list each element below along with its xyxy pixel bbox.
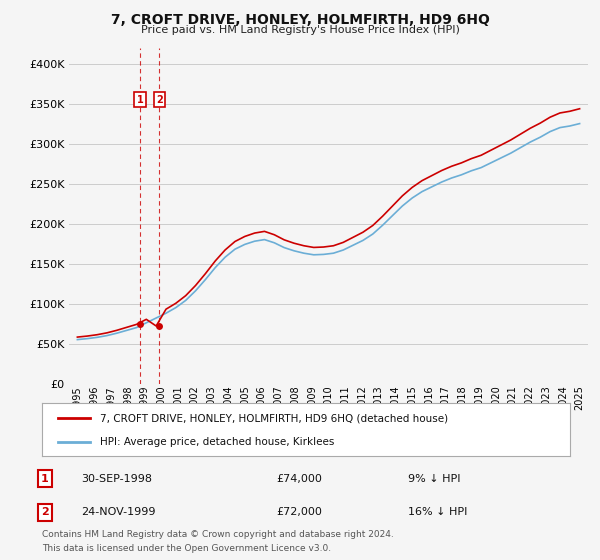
Text: 24-NOV-1999: 24-NOV-1999 (81, 507, 155, 517)
Text: This data is licensed under the Open Government Licence v3.0.: This data is licensed under the Open Gov… (42, 544, 331, 553)
Text: 30-SEP-1998: 30-SEP-1998 (81, 474, 152, 484)
Text: 1: 1 (41, 474, 49, 484)
Text: Price paid vs. HM Land Registry's House Price Index (HPI): Price paid vs. HM Land Registry's House … (140, 25, 460, 35)
Text: Contains HM Land Registry data © Crown copyright and database right 2024.: Contains HM Land Registry data © Crown c… (42, 530, 394, 539)
Text: 2: 2 (41, 507, 49, 517)
Text: 1: 1 (137, 95, 143, 105)
Text: 7, CROFT DRIVE, HONLEY, HOLMFIRTH, HD9 6HQ (detached house): 7, CROFT DRIVE, HONLEY, HOLMFIRTH, HD9 6… (100, 413, 448, 423)
Text: 7, CROFT DRIVE, HONLEY, HOLMFIRTH, HD9 6HQ: 7, CROFT DRIVE, HONLEY, HOLMFIRTH, HD9 6… (110, 13, 490, 27)
Text: 16% ↓ HPI: 16% ↓ HPI (408, 507, 467, 517)
Text: 9% ↓ HPI: 9% ↓ HPI (408, 474, 461, 484)
Text: 2: 2 (156, 95, 163, 105)
Text: £74,000: £74,000 (276, 474, 322, 484)
Text: HPI: Average price, detached house, Kirklees: HPI: Average price, detached house, Kirk… (100, 436, 334, 446)
Text: £72,000: £72,000 (276, 507, 322, 517)
